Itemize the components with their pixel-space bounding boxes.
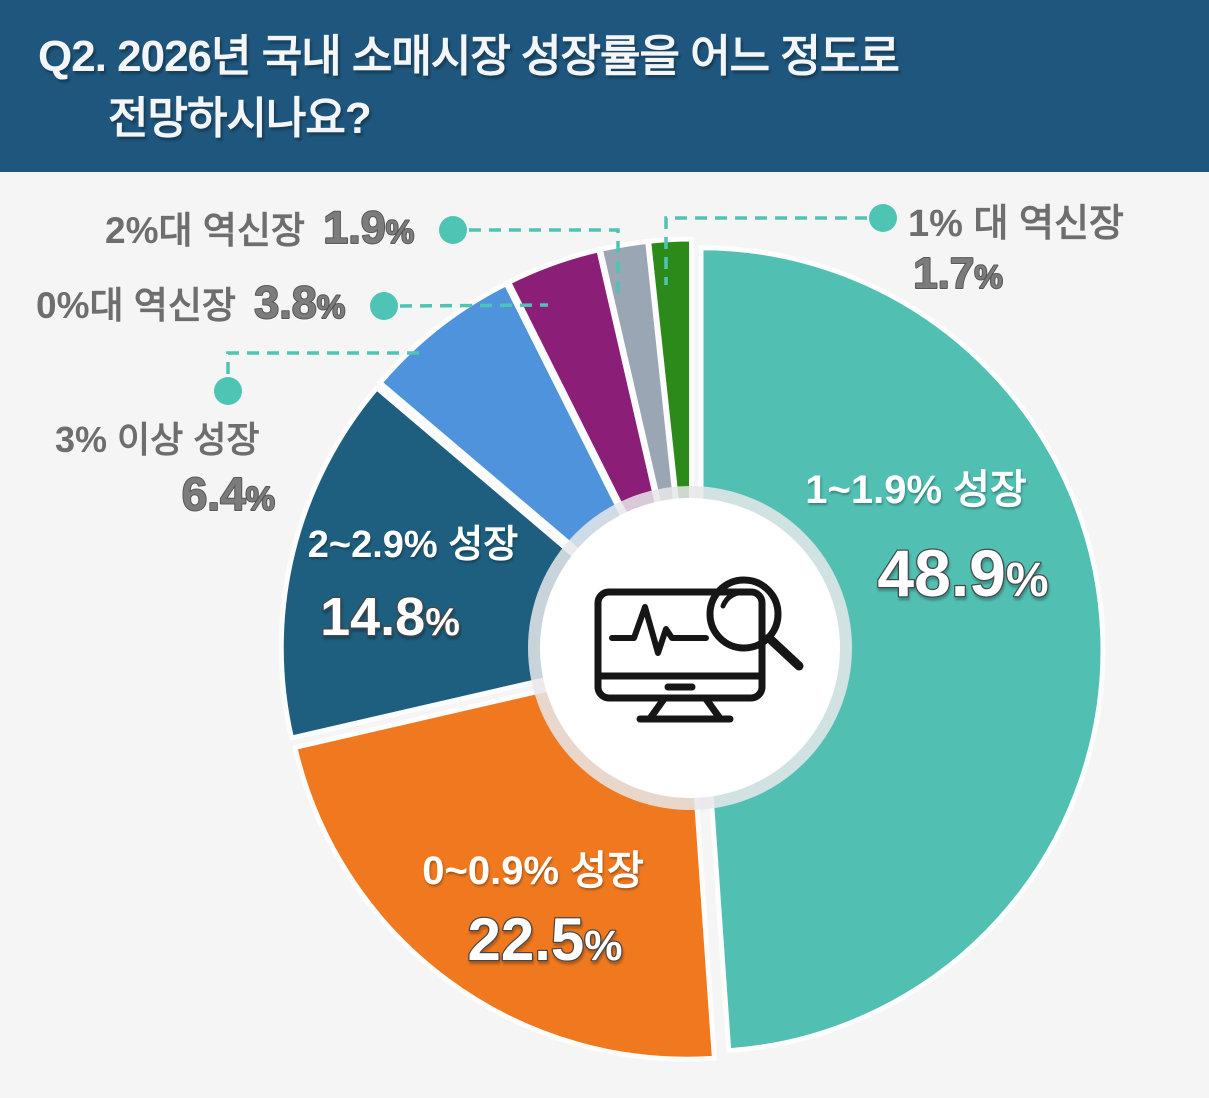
slice-label-growth-1-1.9: 1~1.9% 성장 — [805, 468, 1027, 512]
pie-chart: 1~1.9% 성장 48.9% 0~0.9% 성장 22.5% 2~2.9% 성장 14.… — [36, 201, 1124, 1062]
slice-value-growth-0-0.9: 22.5% — [467, 906, 622, 973]
page-title: Q2. 2026년 국내 소매시장 성장률을 어느 정도로 전망하시나요? — [38, 26, 1209, 150]
outside-both-decline-2: 2%대 역신장 1.9% — [105, 202, 414, 253]
center-badge-circle — [540, 498, 840, 798]
magnifier-lens-icon — [706, 576, 782, 652]
slice-value-growth-1-1.9: 48.9% — [877, 536, 1048, 610]
center-badge — [528, 486, 852, 810]
outside-label-decline-1: 1% 대 역신장 — [908, 203, 1124, 245]
outside-value-decline-1: 1.7% — [913, 249, 1003, 298]
outside-label-growth-3plus: 3% 이상 성장 — [55, 419, 260, 460]
pulse-line-icon — [609, 604, 709, 656]
callout-dot-growth-3plus — [214, 377, 242, 405]
title-line-2: 전망하시나요? — [108, 94, 372, 143]
callout-line-decline-2 — [469, 228, 620, 300]
title-line-1: Q2. 2026년 국내 소매시장 성장률을 어느 정도로 — [38, 32, 900, 81]
monitor-pulse-magnifier-icon — [594, 576, 804, 723]
question-header: Q2. 2026년 국내 소매시장 성장률을 어느 정도로 전망하시나요? — [0, 0, 1209, 172]
callout-dot-decline-2 — [439, 216, 467, 244]
slice-value-growth-2-2.9: 14.8% — [320, 587, 460, 647]
callout-dot-decline-1 — [869, 204, 897, 232]
slice-label-growth-0-0.9: 0~0.9% 성장 — [422, 849, 644, 893]
callout-lines — [214, 204, 897, 405]
callout-line-growth-3plus — [226, 351, 424, 374]
callout-line-decline-0 — [399, 303, 549, 308]
pie-slice-growth-1-1.9 — [698, 245, 1106, 1054]
outside-value-growth-3plus: 6.4% — [182, 468, 275, 520]
magnifier-handle-icon — [764, 633, 804, 671]
callout-line-decline-1 — [664, 216, 867, 285]
callout-dot-decline-0 — [370, 292, 398, 320]
slice-label-growth-2-2.9: 2~2.9% 성장 — [308, 524, 518, 566]
outside-both-decline-0: 0%대 역신장 3.8% — [36, 277, 345, 328]
slice-labels: 1~1.9% 성장 48.9% 0~0.9% 성장 22.5% 2~2.9% 성장 14.… — [36, 201, 1124, 974]
